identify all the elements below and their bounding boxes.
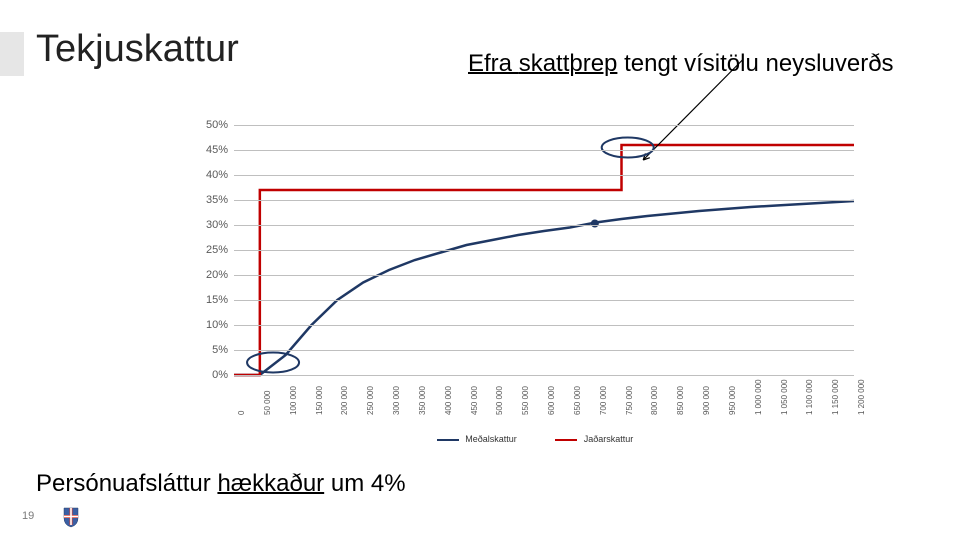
gridline — [234, 275, 854, 276]
plot-area: 0%5%10%15%20%25%30%35%40%45%50%050 00010… — [234, 125, 854, 375]
x-axis-label: 400 000 — [444, 386, 453, 415]
gridline — [234, 125, 854, 126]
main-title: Tekjuskattur — [36, 28, 239, 71]
accent-bar — [0, 32, 24, 76]
slide: Tekjuskattur Efra skattþrep tengt vísitö… — [0, 0, 960, 540]
legend-item-jadarskattur: Jaðarskattur — [555, 434, 633, 444]
gridline — [234, 300, 854, 301]
bottom-underlined: hækkaður — [217, 470, 324, 497]
y-axis-label: 15% — [188, 294, 228, 306]
gridline — [234, 175, 854, 176]
bottom-text: Persónuafsláttur hækkaður um 4% — [36, 470, 406, 498]
y-axis-label: 20% — [188, 269, 228, 281]
x-axis-label: 1 150 000 — [831, 379, 840, 415]
x-axis-label: 1 100 000 — [805, 379, 814, 415]
y-axis-label: 5% — [188, 344, 228, 356]
x-axis-label: 900 000 — [702, 386, 711, 415]
x-axis-label: 100 000 — [289, 386, 298, 415]
legend-item-medalskattur: Meðalskattur — [437, 434, 517, 444]
crest-icon — [62, 506, 80, 528]
ellipse-annotation-1 — [247, 353, 299, 373]
y-axis-label: 25% — [188, 244, 228, 256]
x-axis-label: 1 000 000 — [754, 379, 763, 415]
legend-label-2: Jaðarskattur — [584, 434, 634, 444]
gridline — [234, 375, 854, 376]
dot-annotation — [591, 220, 599, 228]
x-axis-label: 750 000 — [625, 386, 634, 415]
x-axis-label: 50 000 — [263, 391, 272, 415]
y-axis-label: 35% — [188, 194, 228, 206]
gridline — [234, 350, 854, 351]
y-axis-label: 10% — [188, 319, 228, 331]
x-axis-label: 1 200 000 — [857, 379, 866, 415]
x-axis-label: 650 000 — [573, 386, 582, 415]
series-Meðalskattur — [234, 201, 854, 375]
page-number: 19 — [22, 510, 34, 522]
x-axis-label: 550 000 — [521, 386, 530, 415]
gridline — [234, 225, 854, 226]
x-axis-label: 800 000 — [650, 386, 659, 415]
x-axis-label: 500 000 — [495, 386, 504, 415]
x-axis-label: 200 000 — [340, 386, 349, 415]
subtitle-underlined1: Efra — [468, 50, 519, 77]
y-axis-label: 30% — [188, 219, 228, 231]
x-axis-label: 600 000 — [547, 386, 556, 415]
ellipse-annotation-0 — [602, 138, 654, 158]
x-axis-label: 300 000 — [392, 386, 401, 415]
legend-swatch-2 — [555, 439, 577, 441]
subtitle-rest: tengt vísitölu neysluverðs — [617, 50, 893, 77]
x-axis-label: 450 000 — [470, 386, 479, 415]
x-axis-label: 850 000 — [676, 386, 685, 415]
gridline — [234, 150, 854, 151]
y-axis-label: 45% — [188, 144, 228, 156]
x-axis-label: 250 000 — [366, 386, 375, 415]
y-axis-label: 40% — [188, 169, 228, 181]
bottom-plain: Persónuafsláttur — [36, 470, 217, 497]
x-axis-label: 700 000 — [599, 386, 608, 415]
x-axis-label: 350 000 — [418, 386, 427, 415]
x-axis-label: 1 050 000 — [780, 379, 789, 415]
legend: Meðalskattur Jaðarskattur — [180, 434, 890, 444]
subtitle-underlined2: skattþrep — [519, 50, 618, 77]
x-axis-label: 950 000 — [728, 386, 737, 415]
x-axis-label: 0 — [237, 411, 246, 415]
y-axis-label: 0% — [188, 369, 228, 381]
gridline — [234, 250, 854, 251]
tax-chart: 0% 5% 10% 15% 20% 25% 30% 35% 40% 45% 50% 0 50 000 10… — [180, 115, 890, 440]
legend-swatch-1 — [437, 439, 459, 441]
legend-label-1: Meðalskattur — [465, 434, 517, 444]
x-axis-label: 150 000 — [315, 386, 324, 415]
series-Jaðarskattur — [234, 145, 854, 375]
subtitle: Efra skattþrep tengt vísitölu neysluverð… — [468, 50, 894, 78]
y-axis-label: 50% — [188, 119, 228, 131]
bottom-rest: um 4% — [324, 470, 405, 497]
gridline — [234, 200, 854, 201]
gridline — [234, 325, 854, 326]
